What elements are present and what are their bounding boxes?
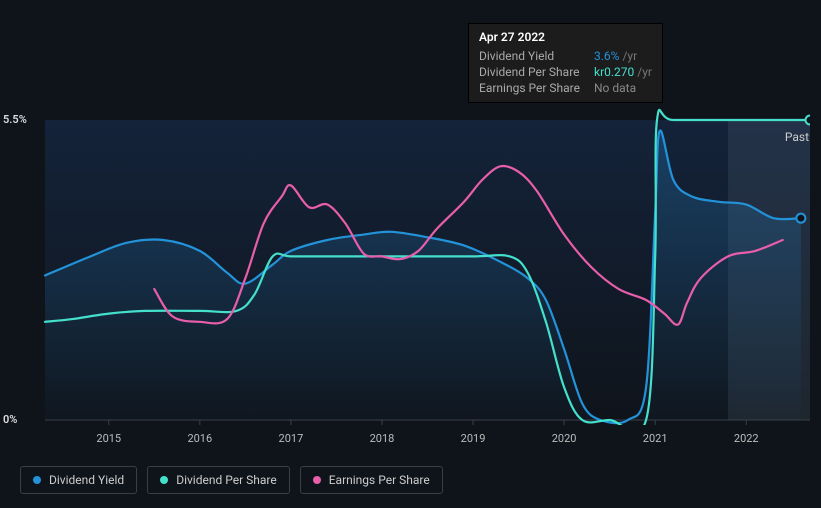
tooltip-row: Dividend Yield3.6%/yr: [479, 48, 652, 64]
chart-area[interactable]: [20, 105, 810, 425]
legend-item[interactable]: Earnings Per Share: [300, 466, 443, 494]
legend-label: Earnings Per Share: [329, 473, 430, 487]
x-axis-label: 2016: [187, 432, 212, 445]
tooltip-row-label: Earnings Per Share: [479, 81, 594, 95]
legend-label: Dividend Yield: [49, 473, 124, 487]
legend-dot-icon: [160, 476, 168, 484]
tooltip-row-label: Dividend Per Share: [479, 65, 594, 79]
tooltip-row-unit: /yr: [622, 49, 637, 63]
y-axis-min-label: 0%: [3, 413, 17, 426]
x-axis-label: 2020: [552, 432, 577, 445]
tooltip-row-unit: /yr: [637, 65, 652, 79]
legend-item[interactable]: Dividend Yield: [20, 466, 137, 494]
x-axis-label: 2018: [370, 432, 395, 445]
legend-dot-icon: [313, 476, 321, 484]
legend: Dividend Yield Dividend Per Share Earnings…: [20, 466, 443, 494]
tooltip-date: Apr 27 2022: [479, 30, 652, 44]
tooltip-row: Dividend Per Sharekr0.270/yr: [479, 64, 652, 80]
tooltip-row-value: 3.6%: [594, 49, 619, 63]
tooltip-row-label: Dividend Yield: [479, 49, 594, 63]
legend-label: Dividend Per Share: [176, 473, 277, 487]
past-label: Past: [785, 130, 809, 144]
x-axis-label: 2017: [279, 432, 304, 445]
tooltip-row: Earnings Per ShareNo data: [479, 80, 652, 96]
tooltip-row-value: kr0.270: [594, 65, 634, 79]
chart-tooltip: Apr 27 2022 Dividend Yield3.6%/yrDividen…: [468, 23, 663, 103]
x-axis: 2015 2016 2017 2018 2019 2020 2021 2022: [20, 432, 810, 452]
legend-item[interactable]: Dividend Per Share: [147, 466, 290, 494]
tooltip-row-value: No data: [594, 81, 636, 95]
x-axis-label: 2022: [734, 432, 759, 445]
legend-dot-icon: [33, 476, 41, 484]
x-axis-label: 2019: [461, 432, 486, 445]
x-axis-label: 2021: [643, 432, 668, 445]
x-axis-label: 2015: [96, 432, 121, 445]
